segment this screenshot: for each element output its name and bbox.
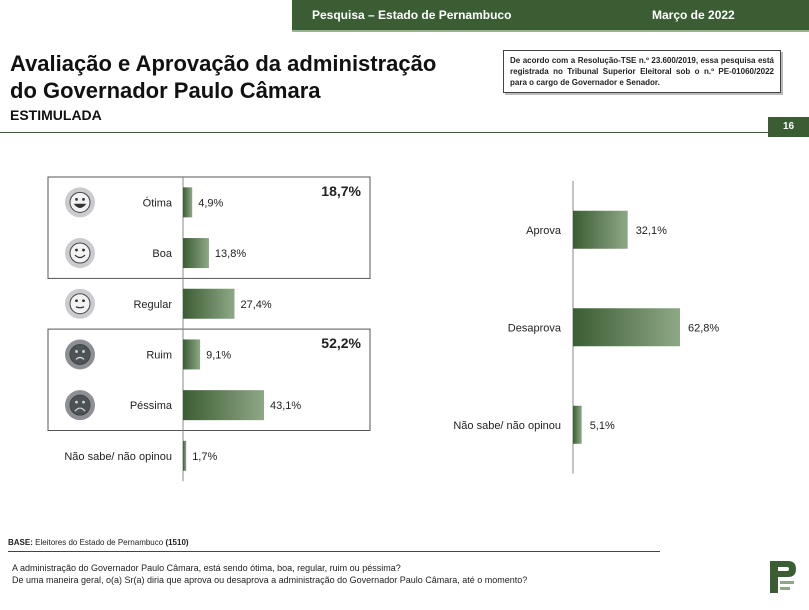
approval-category-label-1: Aprova	[526, 225, 562, 237]
neutral-face-icon	[65, 288, 95, 319]
footer-divider	[8, 551, 660, 552]
approval-category-label-3: Não sabe/ não opinou	[453, 420, 561, 432]
rating-category-label-6: Não sabe/ não opinou	[64, 451, 172, 463]
very-happy-face-icon-inner	[69, 191, 91, 213]
rating-value-label-6: 1,7%	[192, 451, 217, 463]
rating-value-label-5: 43,1%	[270, 400, 301, 412]
rating-bar-4	[183, 339, 201, 370]
approval-bar-2	[573, 308, 680, 347]
page-title-line-1: Avaliação e Aprovação da administração	[10, 51, 437, 76]
rating-category-label-3: Regular	[133, 299, 172, 311]
very-sad-face-icon-inner	[69, 394, 91, 416]
very-sad-face-icon-mouth	[74, 407, 86, 412]
happy-face-icon-inner	[69, 242, 91, 264]
neutral-face-icon-mouth	[75, 306, 85, 309]
rating-bar-5	[183, 390, 264, 421]
sad-face-icon	[65, 339, 95, 370]
footer-questions: A administração do Governador Paulo Câma…	[12, 562, 527, 586]
rating-bar-2	[183, 238, 209, 269]
sad-face-icon-eye-right	[82, 350, 85, 353]
very-happy-face-icon-eye-right	[82, 197, 85, 201]
rating-value-label-2: 13,8%	[215, 248, 246, 260]
happy-face-icon	[65, 238, 95, 269]
rating-value-label-1: 4,9%	[198, 197, 223, 209]
survey-label: Pesquisa – Estado de Pernambuco	[312, 8, 512, 22]
neutral-face-icon-eye-right	[82, 299, 85, 303]
rating-category-label-4: Ruim	[146, 349, 172, 361]
very-happy-face-icon	[65, 187, 95, 218]
page-title: Avaliação e Aprovação da administração d…	[10, 50, 436, 104]
very-sad-face-icon-eye-right	[82, 400, 85, 404]
group-frame-2	[47, 328, 371, 432]
approval-bar-1	[573, 210, 628, 249]
header-bar: Pesquisa – Estado de Pernambuco Março de…	[292, 0, 809, 32]
group-frame-1	[47, 176, 371, 279]
base-note: BASE: Eleitores do Estado de Pernambuco …	[8, 538, 189, 547]
question-2: De uma maneira geral, o(a) Sr(a) diria q…	[12, 575, 528, 585]
base-label: BASE:	[8, 538, 33, 547]
happy-face-icon-eye-left	[75, 248, 78, 252]
rating-value-label-4: 9,1%	[206, 349, 231, 361]
very-happy-face-icon-eye-left	[75, 197, 78, 201]
approval-bar-3	[573, 405, 582, 444]
happy-face-icon-eye-right	[82, 248, 85, 252]
sad-face-icon-inner	[69, 343, 91, 365]
registration-note: De acordo com a Resolução-TSE n.º 23.600…	[503, 50, 781, 93]
very-sad-face-icon	[65, 390, 95, 421]
rating-value-label-3: 27,4%	[240, 299, 271, 311]
question-1: A administração do Governador Paulo Câma…	[12, 563, 401, 573]
rating-bar-3	[183, 288, 235, 319]
base-text: Eleitores do Estado de Pernambuco	[35, 538, 164, 547]
rating-category-label-1: Ótima	[143, 196, 173, 209]
approval-category-label-2: Desaprova	[508, 322, 562, 334]
rating-category-label-2: Boa	[152, 248, 172, 260]
group-total-label-2: 52,2%	[321, 335, 361, 351]
page-subtitle: ESTIMULADA	[10, 107, 102, 123]
page-title-line-2: do Governador Paulo Câmara	[10, 78, 321, 103]
very-happy-face-icon-mouth	[73, 203, 87, 208]
page-number: 16	[768, 117, 809, 137]
approval-value-label-3: 5,1%	[590, 420, 615, 432]
approval-value-label-2: 62,8%	[688, 322, 719, 334]
header-divider	[0, 132, 768, 133]
approval-value-label-1: 32,1%	[636, 225, 667, 237]
company-logo-icon	[770, 561, 796, 593]
rating-category-label-5: Péssima	[130, 400, 173, 412]
group-total-label-1: 18,7%	[321, 183, 361, 199]
rating-bar-1	[183, 187, 193, 218]
rating-bar-6	[183, 440, 187, 471]
very-sad-face-icon-eye-left	[75, 400, 78, 404]
happy-face-icon-mouth	[74, 254, 86, 259]
neutral-face-icon-eye-left	[75, 299, 78, 303]
base-count: (1510)	[165, 538, 189, 547]
sad-face-icon-eye-left	[75, 350, 78, 353]
sad-face-icon-mouth	[75, 356, 85, 360]
neutral-face-icon-inner	[69, 293, 91, 315]
survey-date: Março de 2022	[652, 8, 735, 22]
